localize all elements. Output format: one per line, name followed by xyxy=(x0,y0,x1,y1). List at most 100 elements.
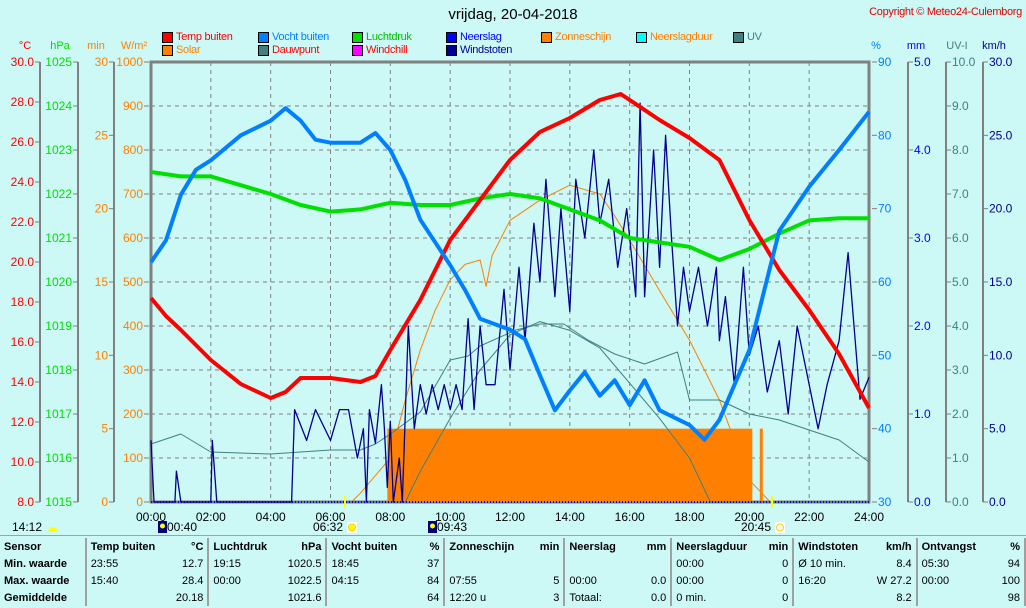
humidity-tick-label: 70 xyxy=(878,202,892,216)
stats-time xyxy=(86,589,160,606)
stats-value: 94 xyxy=(983,555,1026,572)
temp-buiten-series xyxy=(149,92,871,409)
temp-tick-label: 18.0 xyxy=(11,295,35,309)
uv-line xyxy=(151,321,869,503)
pressure-tick-label: 1022 xyxy=(45,187,72,201)
legend-label: Zonneschijn xyxy=(555,31,612,43)
time-tick-label: 20:00 xyxy=(734,510,764,524)
stats-unit: km/h xyxy=(865,538,918,555)
solar-axis-unit: W/m² xyxy=(121,40,148,52)
solar-tick-label: 700 xyxy=(123,187,143,201)
stats-value: 0 xyxy=(751,589,795,606)
legend-swatch xyxy=(446,44,457,56)
pressure-tick-label: 1018 xyxy=(45,363,72,377)
legend-item: Neerslagduur xyxy=(636,31,713,43)
uv-tick-label: 5.0 xyxy=(952,275,969,289)
legend-item: Solar xyxy=(162,44,200,56)
stats-value: 0 xyxy=(751,572,795,589)
temp-tick-label: 20.0 xyxy=(11,255,35,269)
legend-item: Vocht buiten xyxy=(258,31,329,43)
stats-unit: °C xyxy=(159,538,210,555)
legend-swatch xyxy=(258,44,269,56)
chart-title: vrijdag, 20-04-2018 xyxy=(448,6,578,23)
uv-tick-label: 10.0 xyxy=(952,55,976,69)
uv-tick-label: 1.0 xyxy=(952,451,969,465)
stats-unit: min xyxy=(751,538,795,555)
stats-value: 0.0 xyxy=(626,572,673,589)
wind-tick-label: 10.0 xyxy=(989,348,1013,362)
stats-time xyxy=(444,555,518,572)
rain-axis-unit: mm xyxy=(907,40,925,52)
stats-time: 0 min. xyxy=(676,591,707,604)
stats-time: 19:15 xyxy=(213,557,241,570)
legend-swatch xyxy=(258,31,269,43)
rain-tick-label: 1.0 xyxy=(914,407,931,421)
stats-time: 00:00 xyxy=(213,574,241,587)
rain-tick-label: 4.0 xyxy=(914,143,931,157)
stats-row-label: Max. waarde xyxy=(0,572,87,589)
divider xyxy=(0,535,1026,536)
stats-value: 37 xyxy=(401,555,446,572)
pressure-tick-label: 1021 xyxy=(45,231,72,245)
time-tick-label: 24:00 xyxy=(854,510,884,524)
stats-header: Temp buiten xyxy=(90,540,156,553)
minutes-axis-unit: min xyxy=(87,40,105,52)
pressure-tick-label: 1024 xyxy=(45,99,72,113)
solar-tick-label: 300 xyxy=(123,363,143,377)
moonrise-icon xyxy=(430,523,435,529)
temp-tick-label: 26.0 xyxy=(11,135,35,149)
stats-value xyxy=(518,555,566,572)
humidity-axis-unit: % xyxy=(871,40,881,52)
legend-label: Vocht buiten xyxy=(272,31,329,43)
uv-tick-label: 4.0 xyxy=(952,319,969,333)
windstoten-series xyxy=(150,102,870,503)
legend-swatch xyxy=(352,31,363,43)
humidity-tick-label: 60 xyxy=(878,275,892,289)
pressure-tick-label: 1020 xyxy=(45,275,72,289)
stats-time: 00:00 xyxy=(676,574,704,587)
stats-unit: % xyxy=(401,538,446,555)
sunset-icon xyxy=(776,523,784,532)
time-tick-label: 12:00 xyxy=(495,510,525,524)
wind-tick-label: 20.0 xyxy=(989,202,1013,216)
stats-time: 00:00 xyxy=(569,574,597,587)
time-tick-label: 04:00 xyxy=(256,510,286,524)
sunset-icon xyxy=(775,522,785,533)
temp-axis-unit: °C xyxy=(19,40,31,52)
time-tick-label: 02:00 xyxy=(196,510,226,524)
legend-item: Luchtdruk xyxy=(352,31,412,43)
stats-value: 1020.5 xyxy=(274,555,328,572)
legend-item: UV xyxy=(733,31,762,43)
stats-time: 00:00 xyxy=(676,557,704,570)
time-tick-label: 14:00 xyxy=(555,510,585,524)
stats-header: Vocht buiten xyxy=(331,540,398,553)
vocht-buiten-series xyxy=(149,106,871,442)
legend-swatch xyxy=(541,31,552,43)
stats-time xyxy=(564,555,627,572)
solar-tick-label: 0 xyxy=(136,495,143,509)
stats-header: Ontvangst xyxy=(921,540,977,553)
stats-value: 1022.5 xyxy=(274,572,328,589)
temp-tick-label: 14.0 xyxy=(11,375,35,389)
zonneschijn-bar xyxy=(387,428,753,502)
stats-time: 18:45 xyxy=(331,557,359,570)
legend-swatch xyxy=(162,31,173,43)
pressure-axis-unit: hPa xyxy=(50,40,70,52)
stats-value: 84 xyxy=(401,572,446,589)
stats-time: 05:30 xyxy=(921,557,950,570)
legend-label: Windstoten xyxy=(460,44,513,56)
time-tick-label: 08:00 xyxy=(375,510,405,524)
stats-time: 12:20 u xyxy=(449,591,487,604)
legend-swatch xyxy=(446,31,457,43)
temp-tick-label: 24.0 xyxy=(11,175,35,189)
solar-tick-label: 500 xyxy=(123,275,143,289)
legend-label: Luchtdruk xyxy=(366,31,412,43)
stats-row-label: Min. waarde xyxy=(0,555,87,572)
humidity-tick-label: 30 xyxy=(878,495,892,509)
stats-value: W 27.2 xyxy=(865,572,918,589)
stats-time: 04:15 xyxy=(331,574,359,587)
windstoten-line xyxy=(150,102,870,503)
uv-tick-label: 0.0 xyxy=(952,495,969,509)
wind-tick-label: 0.0 xyxy=(989,495,1006,509)
stats-header-row: Sensor Temp buiten °C Luchtdruk hPa Vocht bui… xyxy=(0,538,1026,555)
